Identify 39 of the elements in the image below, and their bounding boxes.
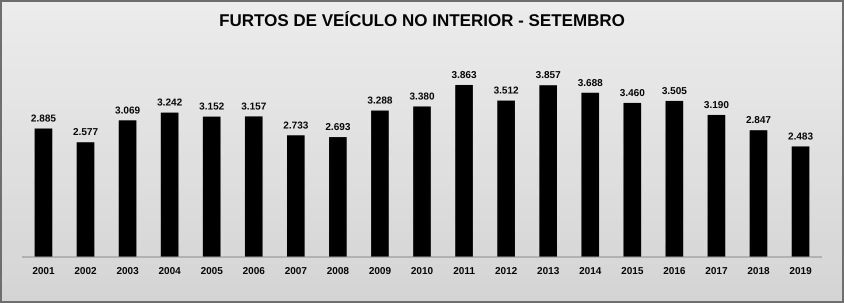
x-tick-label: 2013 xyxy=(537,266,560,277)
data-label: 2.733 xyxy=(283,120,309,132)
data-label: 3.157 xyxy=(241,101,267,112)
x-tick-label: 2004 xyxy=(158,266,182,277)
data-label: 3.505 xyxy=(662,86,688,97)
x-tick-label: 2001 xyxy=(32,266,56,277)
data-label: 2.577 xyxy=(72,127,98,138)
data-label: 3.242 xyxy=(157,98,183,109)
x-tick-label: 2008 xyxy=(326,266,350,277)
data-label: 3.688 xyxy=(578,78,604,89)
x-tick-label: 2011 xyxy=(453,266,476,277)
x-tick-label: 2019 xyxy=(789,266,812,277)
x-tick-label: 2017 xyxy=(705,266,728,277)
data-label: 3.460 xyxy=(620,88,646,99)
data-label: 2.483 xyxy=(788,131,814,142)
x-tick-label: 2003 xyxy=(116,266,140,277)
x-tick-label: 2018 xyxy=(747,266,770,277)
data-label: 2.847 xyxy=(746,115,772,126)
data-label: 2.693 xyxy=(325,122,351,134)
data-label: 3.512 xyxy=(494,86,520,97)
data-label: 3.152 xyxy=(199,102,225,113)
x-tick-label: 2016 xyxy=(663,266,686,277)
data-label: 3.857 xyxy=(536,70,562,82)
data-label: 3.288 xyxy=(367,96,393,107)
x-tick-label: 2012 xyxy=(494,266,518,277)
x-tick-label: 2010 xyxy=(410,266,434,277)
x-tick-label: 2015 xyxy=(621,266,644,277)
data-label: 3.069 xyxy=(115,105,141,116)
x-tick-label: 2006 xyxy=(242,266,266,277)
data-label: 2.885 xyxy=(30,114,56,125)
data-label: 3.863 xyxy=(452,70,478,81)
x-tick-label: 2014 xyxy=(579,266,602,277)
x-tick-label: 2002 xyxy=(74,266,98,277)
data-label: 3.190 xyxy=(704,100,730,111)
chart-title: FURTOS DE VEÍCULO NO INTERIOR - SETEMBRO xyxy=(219,10,625,30)
data-label: 3.380 xyxy=(409,91,435,102)
x-tick-label: 2009 xyxy=(368,266,392,277)
x-tick-label: 2005 xyxy=(200,266,224,277)
x-tick-label: 2007 xyxy=(284,266,308,277)
